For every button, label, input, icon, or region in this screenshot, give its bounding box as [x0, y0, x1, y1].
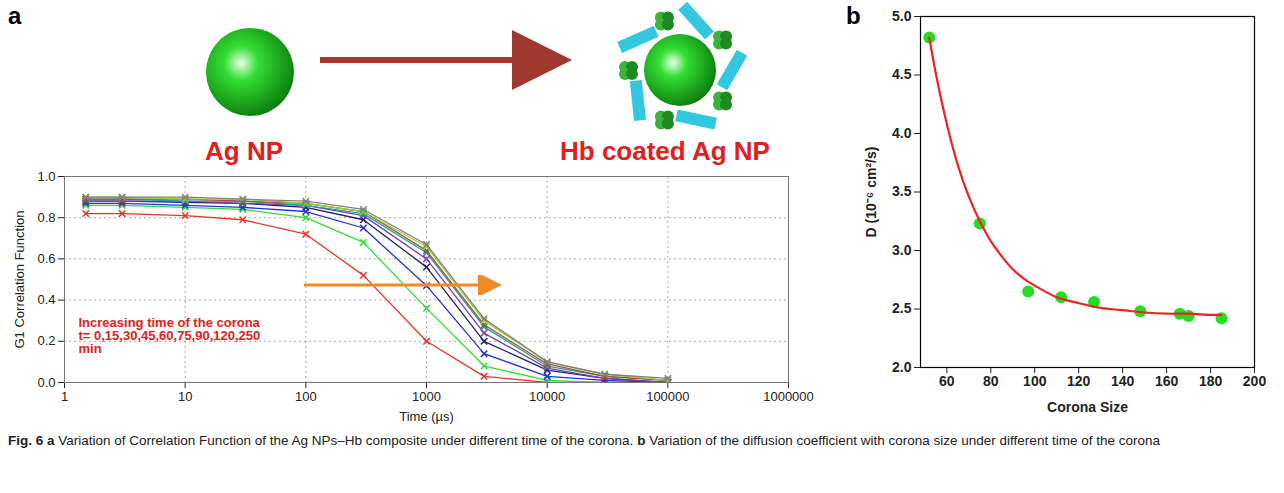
svg-text:Increasing time of the coronat: Increasing time of the coronat= 0,15,30,… — [79, 315, 261, 356]
svg-text:100: 100 — [295, 389, 317, 404]
html-text:Hb coated Ag NP: Hb coated Ag NP — [560, 136, 770, 166]
svg-text:4.0: 4.0 — [892, 125, 912, 141]
svg-text:3.0: 3.0 — [892, 242, 912, 258]
svg-text:5.0: 5.0 — [892, 8, 912, 24]
svg-text:1.0: 1.0 — [37, 169, 55, 184]
svg-text:160: 160 — [1155, 373, 1179, 389]
svg-text:0.6: 0.6 — [37, 251, 55, 266]
svg-text:Time (µs): Time (µs) — [399, 409, 454, 424]
svg-text:0.2: 0.2 — [37, 333, 55, 348]
svg-text:10000: 10000 — [529, 389, 565, 404]
svg-text:1000000: 1000000 — [763, 389, 814, 404]
svg-text:1000: 1000 — [412, 389, 441, 404]
svg-text:4.5: 4.5 — [892, 66, 912, 82]
svg-text:120: 120 — [1067, 373, 1091, 389]
html-text:Ag NP: Ag NP — [205, 136, 283, 166]
svg-text:100000: 100000 — [646, 389, 689, 404]
html-text:b: b — [846, 2, 861, 29]
svg-text:200: 200 — [1243, 373, 1267, 389]
svg-text:G1 Correlation Function: G1 Correlation Function — [12, 210, 27, 348]
svg-text:D (10⁻⁶ cm²/s): D (10⁻⁶ cm²/s) — [863, 147, 879, 238]
svg-text:10: 10 — [178, 389, 192, 404]
svg-text:180: 180 — [1199, 373, 1223, 389]
svg-text:1: 1 — [61, 389, 68, 404]
svg-text:80: 80 — [983, 373, 999, 389]
svg-text:140: 140 — [1111, 373, 1135, 389]
svg-text:60: 60 — [939, 373, 955, 389]
svg-text:Corona Size: Corona Size — [1047, 399, 1128, 415]
svg-text:2.0: 2.0 — [892, 359, 912, 375]
html-text:Fig. 6 a Variation of Correlat: Fig. 6 a Variation of Correlation Functi… — [8, 433, 1160, 448]
svg-text:0.0: 0.0 — [37, 375, 55, 390]
svg-text:0.4: 0.4 — [37, 292, 55, 307]
svg-text:100: 100 — [1023, 373, 1047, 389]
html-text:a: a — [8, 2, 22, 29]
svg-text:2.5: 2.5 — [892, 300, 912, 316]
svg-text:3.5: 3.5 — [892, 183, 912, 199]
svg-text:0.8: 0.8 — [37, 210, 55, 225]
